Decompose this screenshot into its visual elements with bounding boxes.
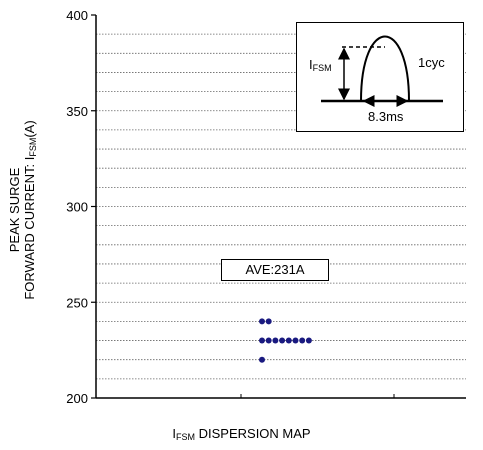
x-axis-label-subscript: FSM: [176, 432, 196, 442]
y-tick-label: 400: [66, 8, 88, 23]
inset-ifsm-label: IFSM: [309, 57, 332, 73]
data-point: [259, 318, 265, 325]
y-axis-label-line1: PEAK SURGE: [7, 167, 22, 253]
y-tick-label: 250: [66, 295, 88, 310]
waveform-inset: IFSM 1cyc 8.3ms: [296, 22, 464, 132]
y-tick-label: 300: [66, 200, 88, 215]
data-point: [259, 356, 265, 363]
x-axis-label: IFSM DISPERSION MAP: [0, 426, 483, 442]
y-axis-label-wrap: PEAK SURGE FORWARD CURRENT: IFSM(A): [0, 0, 60, 450]
inset-ifsm-main: I: [309, 57, 313, 72]
waveform-diagram: [321, 35, 443, 107]
y-axis-label: PEAK SURGE FORWARD CURRENT: IFSM(A): [7, 120, 41, 299]
data-point: [292, 337, 299, 344]
inset-ifsm-subscript: FSM: [312, 63, 332, 73]
y-axis-label-subscript: FSM: [28, 137, 38, 157]
y-axis-label-line2: FORWARD CURRENT: IFSM(A): [22, 120, 41, 299]
data-point: [285, 337, 292, 344]
data-point: [265, 337, 272, 344]
data-point: [305, 337, 312, 344]
x-axis-label-main: I: [172, 426, 177, 441]
waveform-half-sine: [360, 35, 410, 102]
average-annotation: AVE:231A: [221, 259, 329, 281]
y-tick-label: 200: [66, 391, 88, 406]
data-point: [299, 337, 306, 344]
data-point: [279, 337, 286, 344]
y-axis-label-text: FORWARD CURRENT: I: [22, 156, 37, 300]
inset-duration-label: 8.3ms: [368, 109, 404, 124]
data-point: [272, 337, 279, 344]
inset-cycle-label: 1cyc: [418, 55, 445, 70]
y-axis-label-unit: (A): [22, 120, 37, 138]
y-tick-label: 350: [66, 104, 88, 119]
data-point: [259, 337, 265, 344]
data-point: [265, 318, 272, 325]
x-axis-label-rest: DISPERSION MAP: [195, 426, 311, 441]
